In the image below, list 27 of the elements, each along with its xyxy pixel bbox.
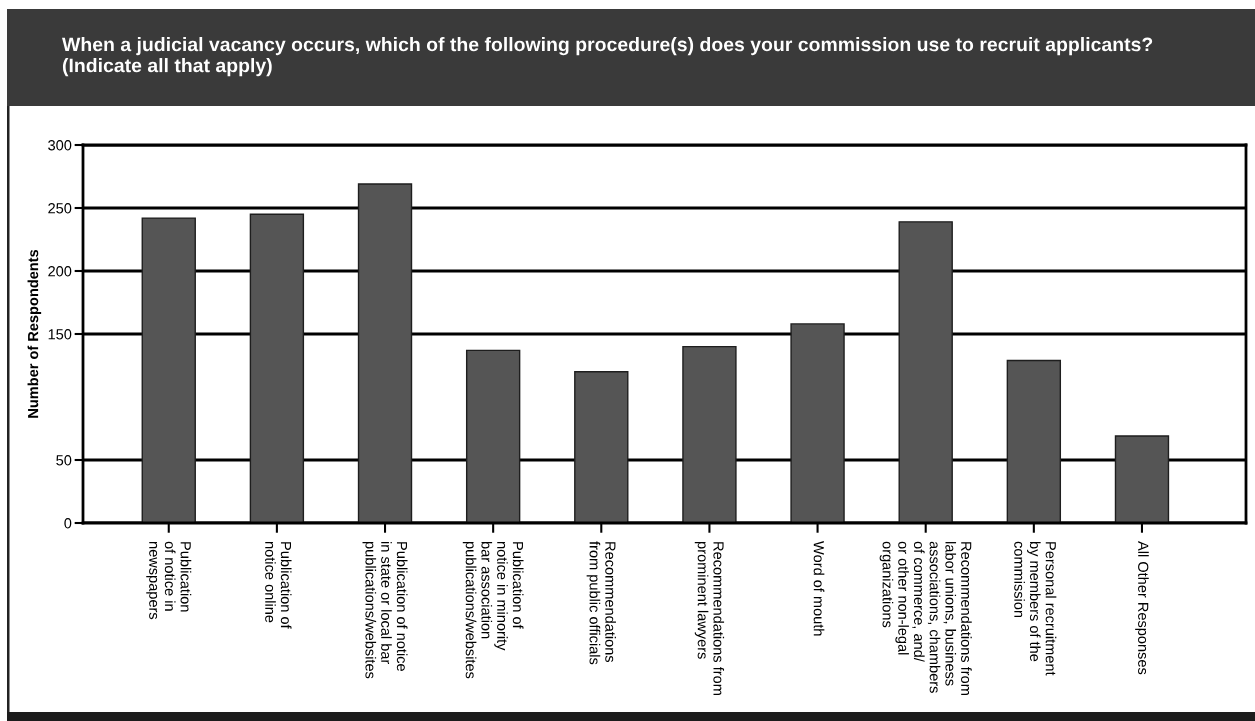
y-tick-label: 200 — [48, 266, 72, 277]
x-tick-label: Word of mouth — [813, 541, 825, 636]
y-tick-label: 250 — [48, 203, 72, 214]
bar — [249, 213, 305, 523]
y-tick-label: 150 — [48, 329, 72, 340]
x-tick-label: Recommendations from prominent lawyers — [694, 542, 725, 695]
y-axis-title: Number of Respondents — [27, 249, 42, 418]
bar — [141, 217, 196, 523]
x-tick-label: Recommendations from public officials — [586, 541, 616, 665]
y-tick-label: 50 — [56, 455, 72, 466]
bar — [357, 183, 413, 523]
x-tick-label: Recommendations from labor unions, business associations, chambers of commerce, and/ or other non-legal organizations — [879, 541, 972, 695]
bar — [1114, 435, 1170, 523]
x-tick-label: All Other Responses — [1135, 541, 1149, 675]
x-tick-label: Publication of notice in newspapers — [146, 541, 192, 620]
bar — [1006, 359, 1062, 523]
x-tick-label: Publication of notice in state or local bar publications/websites — [362, 542, 408, 679]
y-tick-label: 300 — [48, 140, 72, 151]
bar — [898, 221, 953, 523]
bar — [574, 371, 629, 523]
y-tick-label: 0 — [64, 518, 72, 529]
x-tick-label: Publication of notice online — [265, 542, 292, 629]
x-tick-label: Personal recruitment by members of the commission — [1014, 541, 1057, 676]
bar — [790, 323, 845, 523]
bar — [682, 345, 737, 523]
bar — [465, 349, 521, 523]
chart-title: When a judicial vacancy occurs, which of the following procedure(s) does your commission use to recruit applicants? (Indicate all that apply) — [62, 37, 1153, 77]
